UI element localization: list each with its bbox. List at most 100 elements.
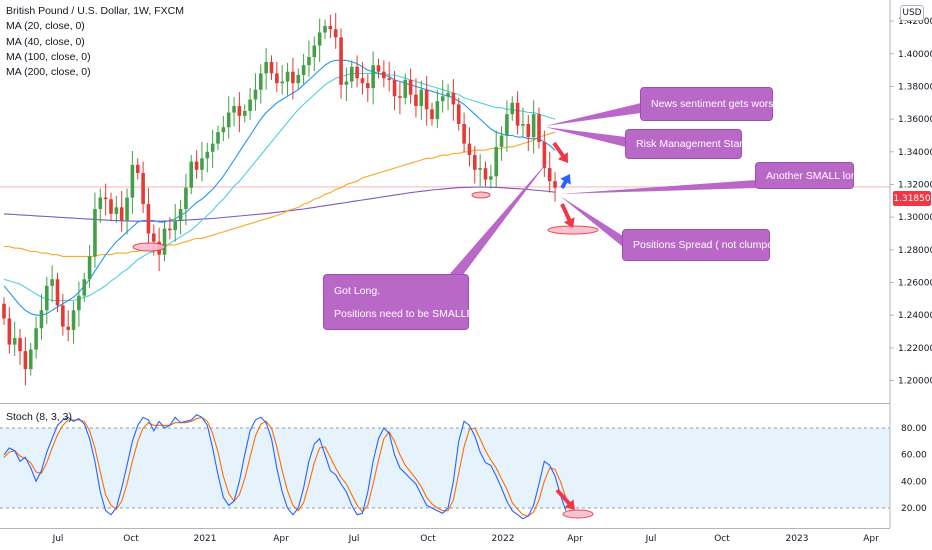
candle-body (275, 73, 279, 84)
candle-body (355, 66, 359, 79)
red-arrow-spread (560, 203, 575, 228)
candle-body (232, 106, 236, 113)
time-tick-label: Apr (863, 534, 879, 544)
candle-body (259, 73, 263, 90)
candle-body (77, 295, 81, 311)
candle-body (537, 114, 541, 142)
candle-body (542, 141, 547, 169)
time-tick-label: Apr (273, 534, 289, 544)
annotation-news[interactable]: News sentiment gets worse. (640, 87, 782, 121)
candle-body (66, 326, 70, 330)
blue-arrow-up (560, 174, 571, 189)
candle-body (419, 89, 424, 107)
candle-body (23, 351, 28, 370)
candle-body (296, 74, 301, 84)
annotation-another-long[interactable]: Another SMALL long. (755, 162, 865, 189)
price-tick-label: 1.30000 (898, 213, 932, 223)
candle-body (317, 32, 322, 46)
candle-body (398, 96, 402, 98)
candle-body (435, 101, 440, 120)
candle-body (526, 124, 531, 138)
annotation-overlay (132, 103, 756, 519)
time-axis: Jul Oct 2021 Apr Jul Oct 2022 Apr Jul Oct 2023 Apr (52, 534, 880, 544)
candle-body (456, 104, 461, 125)
candle-body (515, 102, 520, 126)
price-tick-label: 1.28000 (898, 246, 932, 256)
time-tick-label: Oct (123, 534, 139, 544)
time-tick-label: Oct (714, 534, 730, 544)
candle-body (467, 143, 472, 156)
candle-body (178, 208, 183, 221)
candle-body (98, 197, 103, 209)
candles (2, 12, 557, 386)
candle-body (553, 181, 557, 188)
candle-body (2, 303, 6, 319)
candle-body (483, 168, 488, 180)
candle-body (216, 132, 220, 144)
candle-body (55, 279, 60, 306)
candle-body (478, 168, 482, 170)
ma200-label: MA (200, close, 0) (6, 66, 91, 78)
candle-body (184, 187, 188, 209)
stoch-tick-label: 20.00 (901, 504, 927, 514)
price-tick-label: 1.36000 (898, 115, 932, 125)
candle-body (424, 89, 429, 110)
candle-body (34, 328, 38, 350)
current-price-label: 1.31850 (893, 191, 931, 206)
highlight-ellipse (471, 191, 491, 199)
candle-body (125, 197, 129, 221)
stoch-d-line (3, 416, 567, 517)
candle-body (168, 228, 172, 231)
price-tick-label: 1.42000 (898, 17, 932, 27)
candle-body (408, 79, 413, 95)
candle-body (349, 66, 354, 82)
annotation-risk[interactable]: Risk Management Starts. (625, 129, 754, 159)
candle-body (462, 124, 466, 144)
candle-body (109, 199, 113, 214)
candle-body (489, 176, 493, 180)
price-tick-label: 1.40000 (898, 50, 932, 60)
candle-body (61, 305, 65, 327)
candle-body (499, 135, 504, 147)
candle-body (93, 208, 97, 257)
candle-body (333, 29, 338, 38)
candle-body (446, 92, 450, 97)
candle-body (242, 110, 247, 116)
symbol-title: British Pound / U.S. Dollar, 1W, FXCM (6, 5, 184, 17)
time-tick-label: Jul (348, 534, 360, 544)
highlight-ellipse (132, 242, 166, 252)
time-tick-label: Jul (645, 534, 657, 544)
price-tick-label: 1.26000 (898, 279, 932, 289)
candle-body (328, 25, 333, 30)
stoch-k-line (3, 414, 567, 520)
candle-body (200, 158, 204, 170)
candle-body (312, 45, 317, 58)
annotation-got-long[interactable]: Got Long. Positions need to be SMALLER. (323, 274, 484, 330)
stoch-tick-label: 60.00 (901, 451, 927, 461)
time-tick-label: 2021 (194, 534, 217, 544)
candle-body (119, 207, 124, 221)
candle-body (221, 127, 226, 133)
candle-body (510, 102, 515, 115)
candle-body (285, 71, 290, 82)
candle-body (307, 57, 311, 66)
candle-body (323, 25, 327, 33)
ma100-label: MA (100, close, 0) (6, 51, 91, 63)
candle-body (18, 338, 22, 352)
candle-body (473, 155, 477, 170)
connector-news (545, 103, 641, 126)
candle-body (339, 37, 343, 85)
annotation-spread[interactable]: Positions Spread ( not clumped ). (622, 229, 788, 261)
ma20-line (3, 59, 556, 316)
ma200-line (3, 186, 556, 222)
ma40-label: MA (40, close, 0) (6, 36, 85, 48)
candle-body (387, 78, 391, 80)
candle-body (440, 96, 445, 102)
candle-body (152, 233, 156, 242)
candle-body (12, 338, 17, 345)
stoch-tick-label: 80.00 (901, 424, 927, 434)
currency-badge[interactable]: USD (900, 5, 924, 21)
candle-body (360, 78, 365, 84)
candle-body (146, 204, 151, 234)
